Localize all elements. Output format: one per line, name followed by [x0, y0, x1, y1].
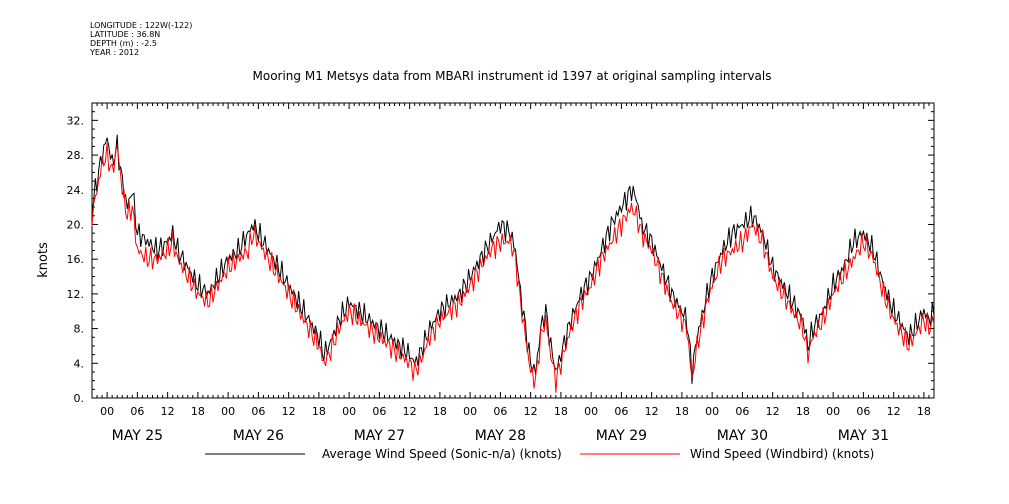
- x-date-label: MAY 31: [838, 428, 889, 444]
- legend: Average Wind Speed (Sonic-n/a) (knots) W…: [205, 447, 874, 461]
- x-tick-label: 12: [645, 405, 659, 418]
- year-text: YEAR : 2012: [90, 48, 140, 57]
- series-line-1: [91, 142, 935, 393]
- x-tick-label: 06: [493, 405, 507, 418]
- depth-text: DEPTH (m) : -2.5: [90, 39, 157, 48]
- x-tick-label: 12: [282, 405, 296, 418]
- y-tick-label: 0.: [74, 392, 85, 405]
- x-tick-label: 00: [826, 405, 840, 418]
- x-date-label: MAY 25: [112, 428, 163, 444]
- longitude-text: LONGITUDE : 122W(-122): [90, 21, 193, 30]
- x-tick-label: 06: [856, 405, 870, 418]
- x-tick-label: 00: [221, 405, 235, 418]
- latitude-text: LATITUDE : 36.8N: [90, 30, 161, 39]
- y-axis-label: knots: [36, 242, 51, 278]
- y-tick-label: 32.: [67, 114, 85, 127]
- x-tick-label: 12: [766, 405, 780, 418]
- x-tick-label: 12: [887, 405, 901, 418]
- x-tick-label: 00: [342, 405, 356, 418]
- x-tick-label: 06: [251, 405, 265, 418]
- x-date-label: MAY 28: [475, 428, 526, 444]
- axes-group: 0. 4. 8. 12. 16. 20. 24. 28. 32. 00 06 12 18 00 06 12 18…: [67, 102, 935, 444]
- x-date-label: MAY 29: [596, 428, 647, 444]
- x-tick-label: 00: [584, 405, 598, 418]
- y-tick-label: 20.: [67, 218, 85, 231]
- y-tick-label: 28.: [67, 149, 85, 162]
- y-tick-label: 12.: [67, 288, 85, 301]
- x-date-label: MAY 26: [233, 428, 284, 444]
- chart-title: Mooring M1 Metsys data from MBARI instru…: [253, 69, 772, 83]
- x-tick-label: 18: [312, 405, 326, 418]
- legend-label-windbird: Wind Speed (Windbird) (knots): [690, 447, 874, 461]
- series-line-0: [91, 134, 935, 384]
- y-tick-label: 24.: [67, 184, 85, 197]
- x-tick-label: 12: [161, 405, 175, 418]
- x-tick-label: 18: [917, 405, 931, 418]
- x-date-label: MAY 30: [717, 428, 768, 444]
- x-tick-label: 06: [614, 405, 628, 418]
- x-tick-label: 18: [796, 405, 810, 418]
- y-tick-label: 8.: [74, 323, 85, 336]
- x-tick-label: 00: [463, 405, 477, 418]
- x-tick-label: 00: [705, 405, 719, 418]
- x-date-label: MAY 27: [354, 428, 405, 444]
- x-tick-label: 12: [524, 405, 538, 418]
- y-tick-label: 16.: [67, 253, 85, 266]
- x-tick-label: 06: [372, 405, 386, 418]
- metadata-block: LONGITUDE : 122W(-122) LATITUDE : 36.8N …: [90, 21, 192, 57]
- x-tick-label: 18: [675, 405, 689, 418]
- x-tick-label: 06: [130, 405, 144, 418]
- x-tick-label: 18: [433, 405, 447, 418]
- x-tick-label: 18: [191, 405, 205, 418]
- x-tick-label: 06: [735, 405, 749, 418]
- y-tick-label: 4.: [74, 357, 85, 370]
- x-tick-label: 12: [403, 405, 417, 418]
- series-group: [91, 134, 935, 393]
- legend-label-sonic: Average Wind Speed (Sonic-n/a) (knots): [322, 447, 562, 461]
- x-tick-label: 00: [100, 405, 114, 418]
- x-tick-label: 18: [554, 405, 568, 418]
